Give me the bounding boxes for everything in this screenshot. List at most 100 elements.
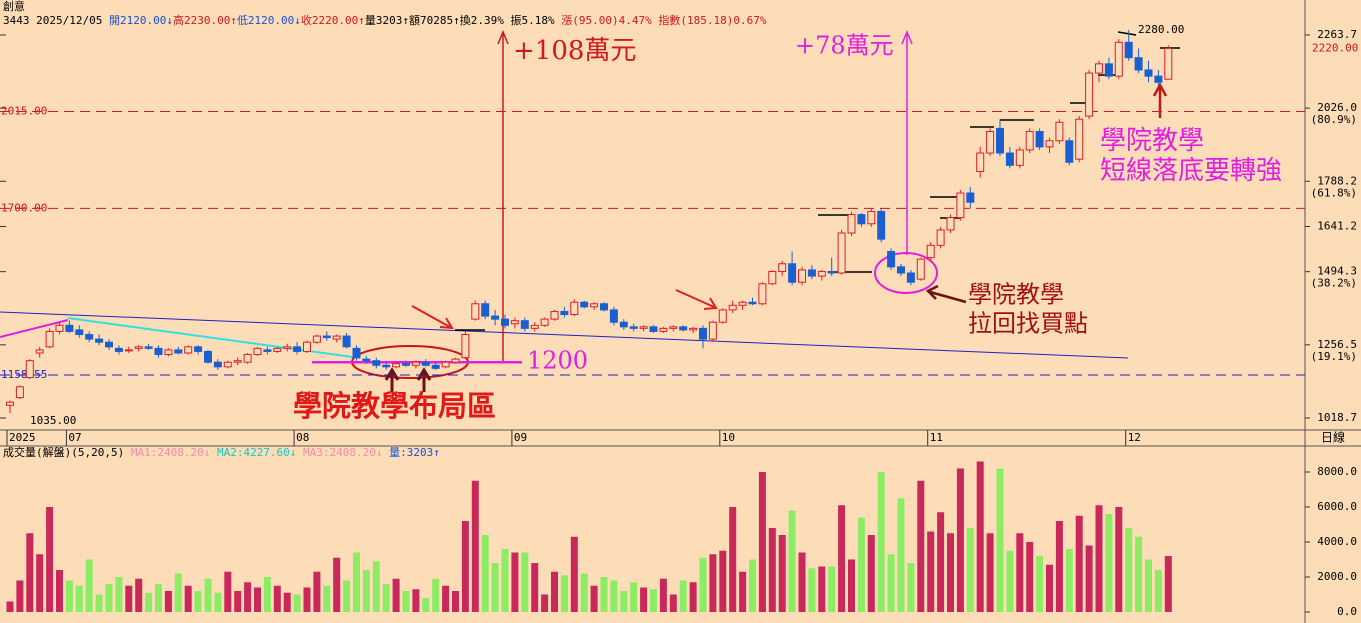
y-tick-label: 4000.0	[1317, 535, 1357, 548]
candle-body	[223, 361, 232, 368]
candle-body	[679, 326, 688, 331]
volume-bar	[659, 578, 667, 612]
volume-bar	[323, 585, 331, 612]
candle-body	[748, 301, 757, 305]
y-tick-label: 1256.5	[1317, 338, 1357, 351]
annotation: 學院教學布局區	[293, 389, 496, 423]
candle-body	[352, 347, 361, 359]
y-tick-label: 8000.0	[1317, 465, 1357, 478]
candle-body	[1015, 149, 1024, 166]
candle-body	[45, 330, 54, 348]
candle-body	[986, 131, 995, 154]
candle-body	[926, 244, 935, 259]
candle-body	[293, 346, 302, 352]
volume-bar	[937, 512, 945, 612]
candle-body	[481, 303, 490, 317]
volume-bar	[155, 583, 162, 612]
candle-body	[65, 324, 74, 332]
annotation: 學院教學	[1100, 126, 1204, 156]
header-segment: 額70285↑	[409, 14, 460, 27]
last-price: 2220.00	[1312, 41, 1358, 54]
candle-body	[431, 364, 440, 369]
volume-bar	[174, 573, 182, 612]
volume-bar	[709, 554, 717, 612]
candle-body	[758, 283, 767, 305]
volume-bar	[6, 601, 14, 612]
candle-body	[303, 341, 311, 352]
candle-body	[966, 192, 975, 203]
volume-bar	[848, 559, 855, 612]
volume-bar	[56, 569, 63, 612]
date-label: 08	[296, 431, 309, 444]
volume-bar	[877, 471, 885, 612]
candle-body	[877, 210, 886, 240]
level-label: 1158.55	[1, 368, 47, 381]
volume-bar	[600, 576, 608, 612]
volume-bar	[610, 580, 618, 612]
volume-bar	[36, 554, 44, 612]
volume-bar	[442, 585, 450, 612]
candle-body	[15, 386, 24, 399]
volume-bar	[362, 569, 370, 612]
volume-bar	[194, 590, 202, 612]
volume-bar	[65, 580, 73, 612]
volume-bar	[947, 533, 954, 612]
candle-body	[372, 360, 381, 366]
volume-bar	[1006, 550, 1014, 612]
date-label: 12	[1128, 431, 1141, 444]
volume-bar	[580, 573, 588, 612]
candle-body	[35, 349, 44, 354]
date-label: 11	[930, 431, 943, 444]
date-label: 09	[514, 431, 527, 444]
y-tick-label: 2000.0	[1317, 570, 1357, 583]
candle-body	[1065, 140, 1074, 163]
annotation-shapes	[351, 30, 1168, 392]
volume-bar	[808, 568, 816, 612]
candle-body	[619, 321, 628, 328]
candle-body	[273, 347, 282, 352]
candle-body	[976, 152, 985, 172]
candle-body	[1144, 69, 1153, 77]
candle-body	[421, 361, 430, 366]
y-tick-label: 0.0	[1337, 605, 1357, 618]
candle-body	[580, 301, 589, 308]
volume-bar	[699, 557, 707, 612]
candle-body	[144, 346, 153, 349]
volume-bar	[818, 566, 826, 612]
header-segment: 量3203↑	[365, 14, 409, 27]
volume-bar	[481, 534, 489, 612]
volume-bar	[432, 578, 440, 612]
volume-bar	[105, 583, 113, 612]
candle-body	[332, 335, 341, 340]
volume-bar	[26, 533, 34, 612]
candle-body	[441, 361, 450, 368]
candle-body	[263, 349, 272, 352]
candle-body	[154, 347, 163, 356]
volume-bar	[897, 498, 905, 612]
low-label: 1035.00	[30, 414, 76, 427]
y-tick-label: 1641.2	[1317, 219, 1357, 232]
annotation: 學院教學	[968, 281, 1064, 309]
candle-body	[936, 229, 945, 246]
candle-body	[1045, 140, 1054, 148]
header-segment: MA2:4227.60↓	[217, 446, 303, 459]
candle-body	[114, 347, 123, 352]
volume-bar	[501, 548, 509, 612]
volume-bar	[531, 562, 539, 612]
volume-bar	[412, 589, 420, 612]
volume-bar	[551, 571, 558, 612]
header-segment: MA3:2408.20↓	[303, 446, 389, 459]
candle-body	[1164, 47, 1173, 80]
y-tick-label: 2263.7	[1317, 28, 1357, 41]
candle-body	[342, 335, 351, 348]
volume-bar	[75, 585, 83, 612]
candle-body	[85, 334, 94, 340]
y-tick-label: 6000.0	[1317, 500, 1357, 513]
candle-body	[134, 346, 143, 349]
volume-bar	[828, 566, 836, 612]
level-label: 1700.00	[1, 201, 47, 214]
candle-body	[609, 309, 618, 323]
candle-body	[837, 232, 846, 274]
candle-body	[124, 349, 133, 352]
